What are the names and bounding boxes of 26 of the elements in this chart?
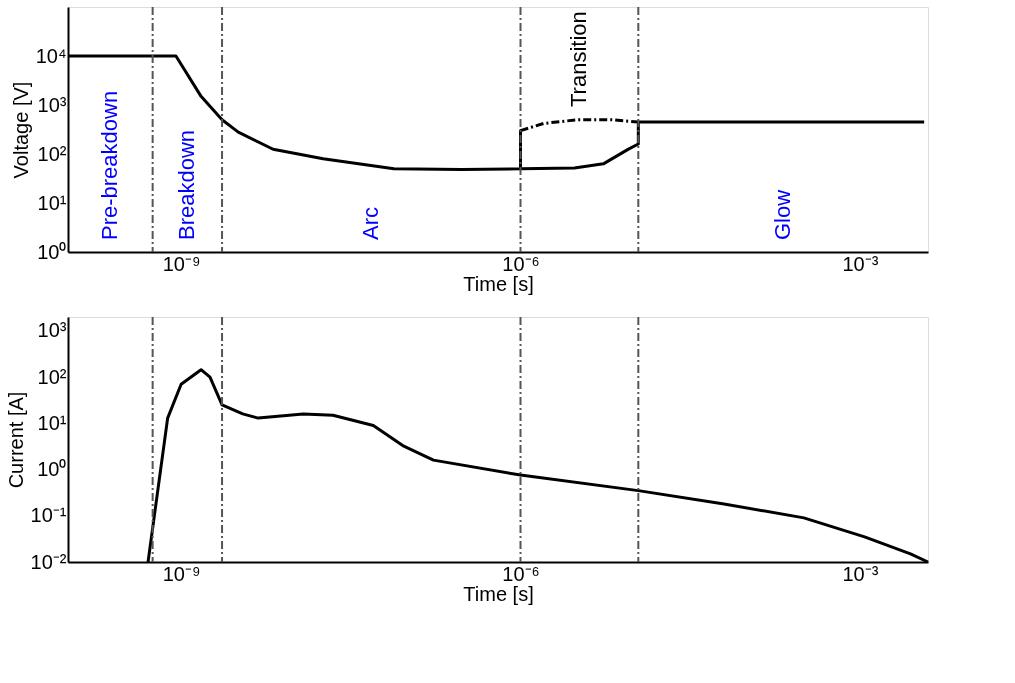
y-tick-label: 10⁻¹: [30, 504, 67, 527]
y-axis-title: Current [A]: [4, 391, 27, 489]
y-tick-label: 10⁰: [37, 458, 67, 481]
x-tick-label: 10⁻³: [842, 252, 879, 275]
x-tick-label: 10⁻⁶: [502, 562, 540, 585]
y-tick-label: 10²: [37, 142, 67, 165]
x-tick-label: 10⁻⁹: [162, 252, 201, 275]
y-axis-title: Voltage [V]: [9, 81, 32, 179]
y-tick-label: 10¹: [37, 411, 67, 434]
annotation: Glow: [770, 189, 796, 240]
annotation: Arc: [358, 207, 384, 240]
y-tick-label: 10⁻²: [30, 550, 67, 573]
annotation: Breakdown: [174, 129, 200, 240]
annotation: Transition: [566, 11, 592, 107]
x-axis-title: Time [s]: [463, 272, 534, 295]
x-tick-label: 10⁻³: [842, 562, 879, 585]
x-tick-label: 10⁻⁶: [502, 252, 540, 275]
y-tick-label: 10¹: [37, 191, 67, 214]
x-axis-title: Time [s]: [463, 582, 534, 605]
x-tick-label: 10⁻⁹: [162, 562, 201, 585]
y-tick-label: 10³: [37, 93, 67, 116]
y-tick-label: 10⁴: [35, 44, 67, 67]
y-tick-label: 10²: [37, 365, 67, 388]
annotation: Pre-breakdown: [97, 90, 123, 240]
y-tick-label: 10⁰: [37, 240, 67, 263]
y-tick-label: 10³: [37, 319, 67, 342]
